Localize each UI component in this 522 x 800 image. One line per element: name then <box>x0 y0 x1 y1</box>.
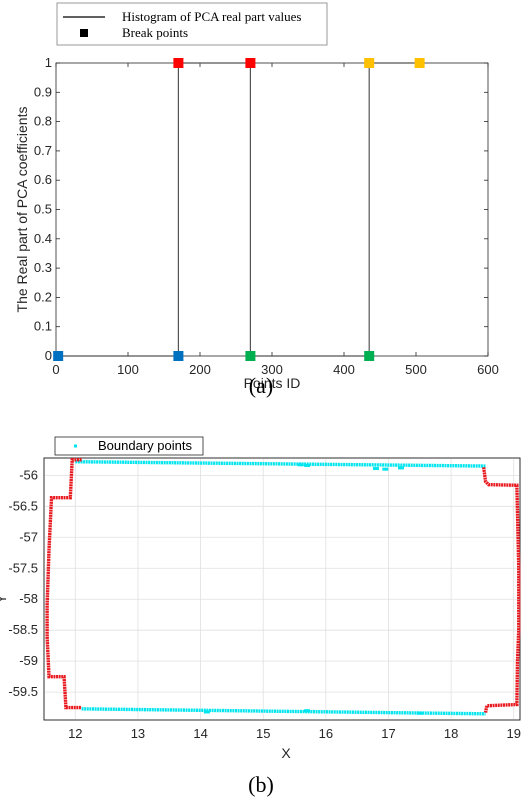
legend-marker-break-points <box>80 29 88 37</box>
y-tick-label-a: 0.5 <box>34 202 52 217</box>
y-tick-label-a: 0.9 <box>34 84 52 99</box>
x-tick-label-a: 600 <box>477 362 499 377</box>
y-tick-label-b: -58.5 <box>8 622 38 637</box>
legend-marker-boundary <box>74 444 77 448</box>
plot-area-a <box>55 62 489 357</box>
y-tick-label-b: -56 <box>19 467 38 482</box>
y-tick-label-b: -58 <box>19 591 38 606</box>
x-tick-label-b: 13 <box>131 726 145 741</box>
y-tick-label-b: -57.5 <box>8 560 38 575</box>
x-tick-label-b: 17 <box>381 726 395 741</box>
y-tick-label-a: 0.4 <box>34 231 52 246</box>
cyan-boundary-point <box>203 710 210 714</box>
y-tick-label-b: -57 <box>19 529 38 544</box>
y-tick-label-a: 0 <box>45 348 52 363</box>
x-tick-label-a: 300 <box>261 362 283 377</box>
break-point-marker <box>53 351 64 361</box>
break-point-marker <box>364 58 375 68</box>
cyan-boundary-point <box>382 467 389 471</box>
legend-label-boundary: Boundary points <box>98 438 192 453</box>
chart-a: 0 0.1 0.2 0.3 0.4 0.5 0.6 0.7 0.8 0.9 1 0 100 200 300 4… <box>14 2 499 398</box>
caption-a: (a) <box>249 373 273 398</box>
series-line-histogram <box>56 62 420 357</box>
x-tick-label-a: 200 <box>189 362 211 377</box>
red-boundary-segment <box>45 458 82 710</box>
x-tick-label-b: 16 <box>319 726 333 741</box>
cyan-boundary-point <box>372 467 379 471</box>
x-tick-label-a: 100 <box>117 362 139 377</box>
y-tick-label-a: 1 <box>45 55 52 70</box>
y-axis-label-b: Y <box>0 594 9 604</box>
x-tick-label-a: 400 <box>333 362 355 377</box>
y-tick-label-b: -59.5 <box>8 684 38 699</box>
break-point-marker <box>364 351 375 361</box>
chart-b: 12 13 14 15 16 17 18 19 -56 -56.5 -57 -57.5 -58 -58.5… <box>0 436 521 797</box>
y-tick-label-b: -59 <box>19 653 38 668</box>
x-tick-label-b: 14 <box>193 726 207 741</box>
break-point-marker <box>245 58 256 68</box>
x-tick-label-a: 0 <box>52 362 59 377</box>
red-boundary-segment <box>481 467 521 713</box>
y-tick-label-a: 0.8 <box>34 114 52 129</box>
cyan-boundary-point <box>304 709 311 713</box>
cyan-boundary-point <box>304 463 311 467</box>
x-axis-label-a: Points ID <box>244 375 301 391</box>
plot-area-b <box>43 457 521 721</box>
x-tick-label-a: 500 <box>405 362 427 377</box>
break-point-marker <box>173 351 184 361</box>
x-tick-label-b: 19 <box>507 726 521 741</box>
y-tick-label-a: 0.1 <box>34 319 52 334</box>
y-tick-label-a: 0.2 <box>34 289 52 304</box>
legend-label-break-points: Break points <box>122 25 188 40</box>
legend-box-a <box>56 2 328 46</box>
cyan-boundary-point <box>416 711 423 715</box>
break-point-marker <box>245 351 256 361</box>
plot-frame-b <box>43 457 521 721</box>
x-tick-label-b: 12 <box>68 726 82 741</box>
break-point-marker <box>414 58 425 68</box>
y-tick-label-a: 0.6 <box>34 172 52 187</box>
legend-b: Boundary points <box>54 436 204 456</box>
legend-box-b <box>54 436 204 456</box>
y-axis-label-a: The Real part of PCA coefficients <box>14 107 30 313</box>
cyan-boundary-point <box>398 466 404 470</box>
cyan-boundary-point <box>297 463 304 467</box>
x-tick-label-b: 18 <box>444 726 458 741</box>
y-tick-label-b: -56.5 <box>8 498 38 513</box>
y-tick-label-a: 0.7 <box>34 143 52 158</box>
legend-label-histogram: Histogram of PCA real part values <box>122 9 301 24</box>
y-tick-label-a: 0.3 <box>34 260 52 275</box>
x-tick-label-b: 15 <box>256 726 270 741</box>
cyan-boundary-segment <box>75 460 486 468</box>
x-axis-label-b: X <box>281 745 291 761</box>
caption-b: (b) <box>248 772 274 797</box>
break-point-marker <box>173 58 184 68</box>
